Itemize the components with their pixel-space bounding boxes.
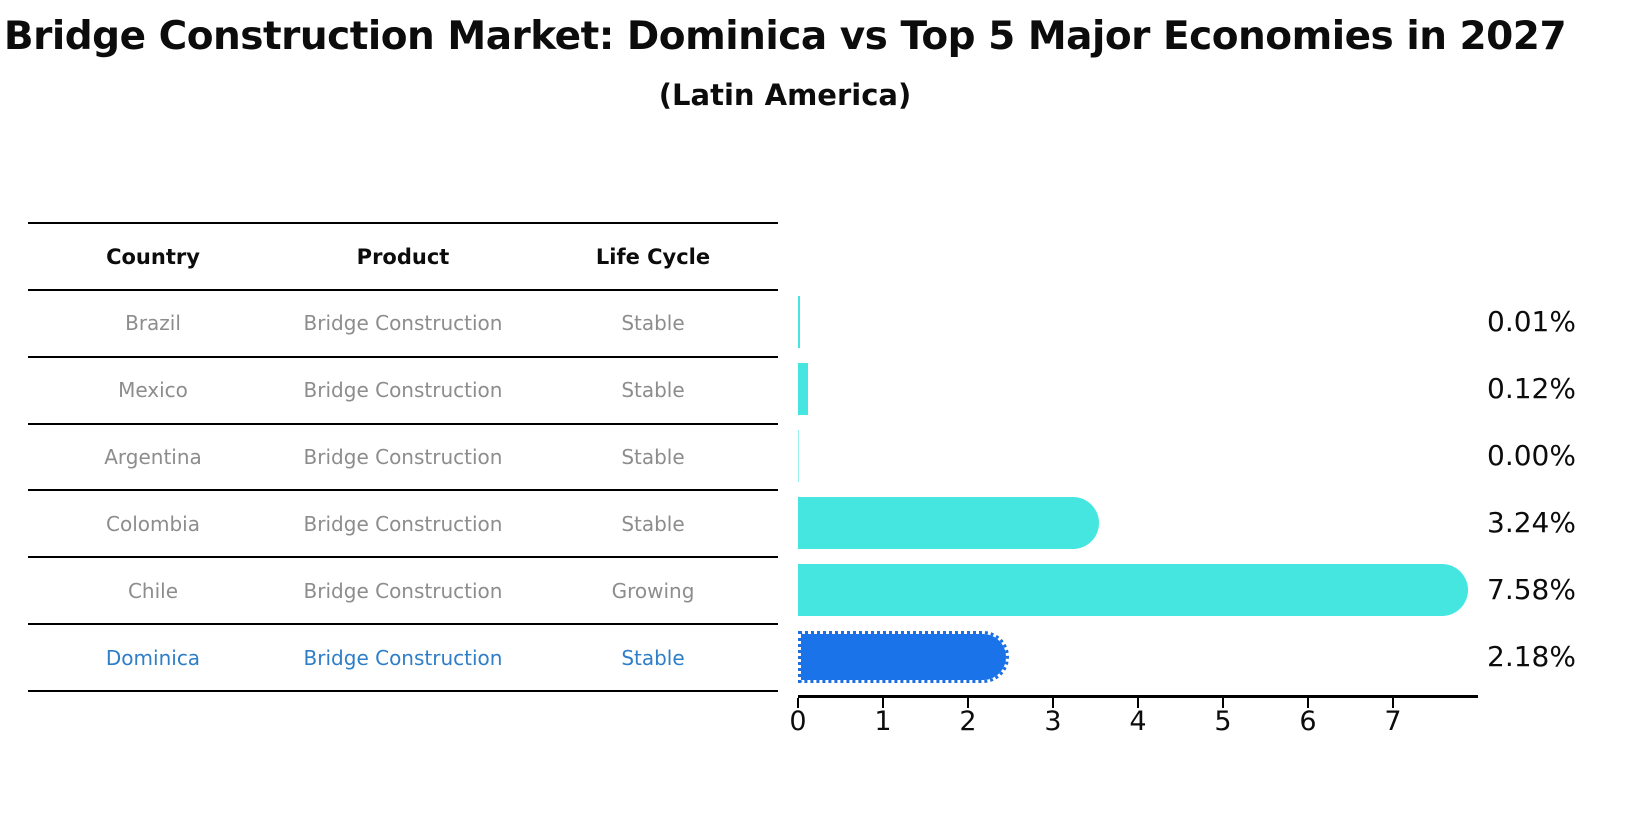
cell-product: Bridge Construction bbox=[303, 511, 503, 536]
cell-life-cycle: Growing bbox=[611, 578, 695, 603]
x-axis-label-7: 7 bbox=[1384, 706, 1402, 737]
cell-country: Brazil bbox=[125, 311, 181, 336]
x-axis-label-0: 0 bbox=[789, 706, 807, 737]
table-row-colombia: Colombia Bridge Construction Stable bbox=[28, 491, 778, 559]
chart-title: Bridge Construction Market: Dominica vs … bbox=[3, 14, 1567, 59]
bar-mexico bbox=[798, 363, 809, 416]
x-axis-tick-1 bbox=[882, 698, 884, 708]
bar-chile bbox=[798, 563, 1469, 616]
cell-country: Dominica bbox=[105, 645, 201, 670]
cell-life-cycle: Stable bbox=[621, 511, 685, 536]
bar-dominica bbox=[798, 630, 1010, 683]
column-header-country: Country bbox=[106, 244, 200, 269]
x-axis-tick-6 bbox=[1307, 698, 1309, 708]
x-axis-tick-3 bbox=[1052, 698, 1054, 708]
cell-product: Bridge Construction bbox=[303, 578, 503, 603]
cell-country: Argentina bbox=[104, 445, 202, 470]
table-row-dominica: Dominica Bridge Construction Stable bbox=[28, 625, 778, 692]
table-row-brazil: Brazil Bridge Construction Stable bbox=[28, 291, 778, 358]
cell-country: Chile bbox=[127, 578, 179, 603]
x-axis-tick-2 bbox=[967, 698, 969, 708]
x-axis-tick-4 bbox=[1137, 698, 1139, 708]
x-axis-label-5: 5 bbox=[1214, 706, 1232, 737]
value-label-colombia: 3.24% bbox=[1487, 505, 1576, 539]
x-axis-tick-5 bbox=[1222, 698, 1224, 708]
cell-product: Bridge Construction bbox=[303, 445, 503, 470]
chart-subtitle: (Latin America) bbox=[658, 78, 912, 112]
cell-life-cycle: Stable bbox=[621, 645, 685, 670]
cell-product: Bridge Construction bbox=[303, 645, 503, 670]
cell-life-cycle: Stable bbox=[621, 445, 685, 470]
cell-country: Mexico bbox=[118, 378, 188, 403]
x-axis-label-1: 1 bbox=[874, 706, 892, 737]
x-axis-tick-7 bbox=[1392, 698, 1394, 708]
table-row-mexico: Mexico Bridge Construction Stable bbox=[28, 358, 778, 425]
table-row-argentina: Argentina Bridge Construction Stable bbox=[28, 425, 778, 492]
x-axis-label-6: 6 bbox=[1299, 706, 1317, 737]
value-label-dominica: 2.18% bbox=[1487, 639, 1576, 673]
x-axis-label-2: 2 bbox=[959, 706, 977, 737]
bar-brazil bbox=[798, 296, 800, 349]
cell-life-cycle: Stable bbox=[621, 311, 685, 336]
bar-plot-area bbox=[798, 222, 1478, 698]
value-label-brazil: 0.01% bbox=[1487, 305, 1576, 339]
cell-life-cycle: Stable bbox=[621, 378, 685, 403]
x-axis-label-4: 4 bbox=[1129, 706, 1147, 737]
table-header-row: Country Product Life Cycle bbox=[28, 224, 778, 291]
value-label-argentina: 0.00% bbox=[1487, 439, 1576, 473]
table-row-chile: Chile Bridge Construction Growing bbox=[28, 558, 778, 626]
bar-argentina bbox=[798, 430, 799, 483]
bar-colombia bbox=[798, 496, 1100, 549]
cell-product: Bridge Construction bbox=[303, 311, 503, 336]
value-label-chile: 7.58% bbox=[1487, 572, 1576, 606]
country-comparison-table: Country Product Life Cycle Brazil Bridge … bbox=[28, 222, 778, 692]
cell-product: Bridge Construction bbox=[303, 378, 503, 403]
column-header-product: Product bbox=[356, 244, 450, 269]
cell-country: Colombia bbox=[106, 511, 200, 536]
column-header-life-cycle: Life Cycle bbox=[595, 244, 711, 269]
value-label-mexico: 0.12% bbox=[1487, 372, 1576, 406]
x-axis-tick-0 bbox=[797, 698, 799, 708]
x-axis-label-3: 3 bbox=[1044, 706, 1062, 737]
